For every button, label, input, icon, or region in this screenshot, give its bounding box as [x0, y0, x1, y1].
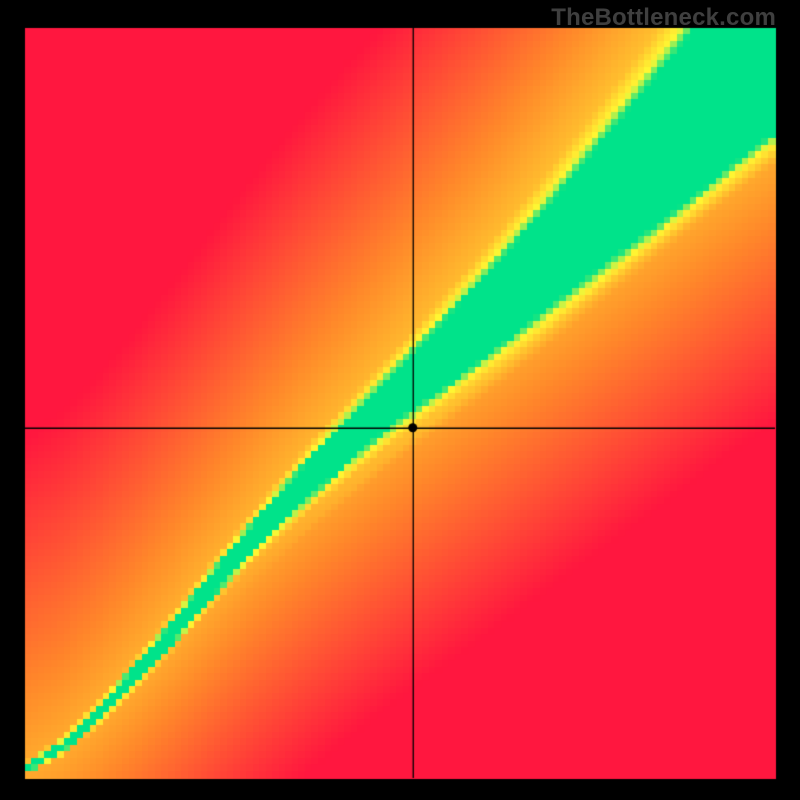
bottleneck-heatmap	[0, 0, 800, 800]
chart-container: TheBottleneck.com	[0, 0, 800, 800]
watermark-text: TheBottleneck.com	[551, 4, 776, 32]
